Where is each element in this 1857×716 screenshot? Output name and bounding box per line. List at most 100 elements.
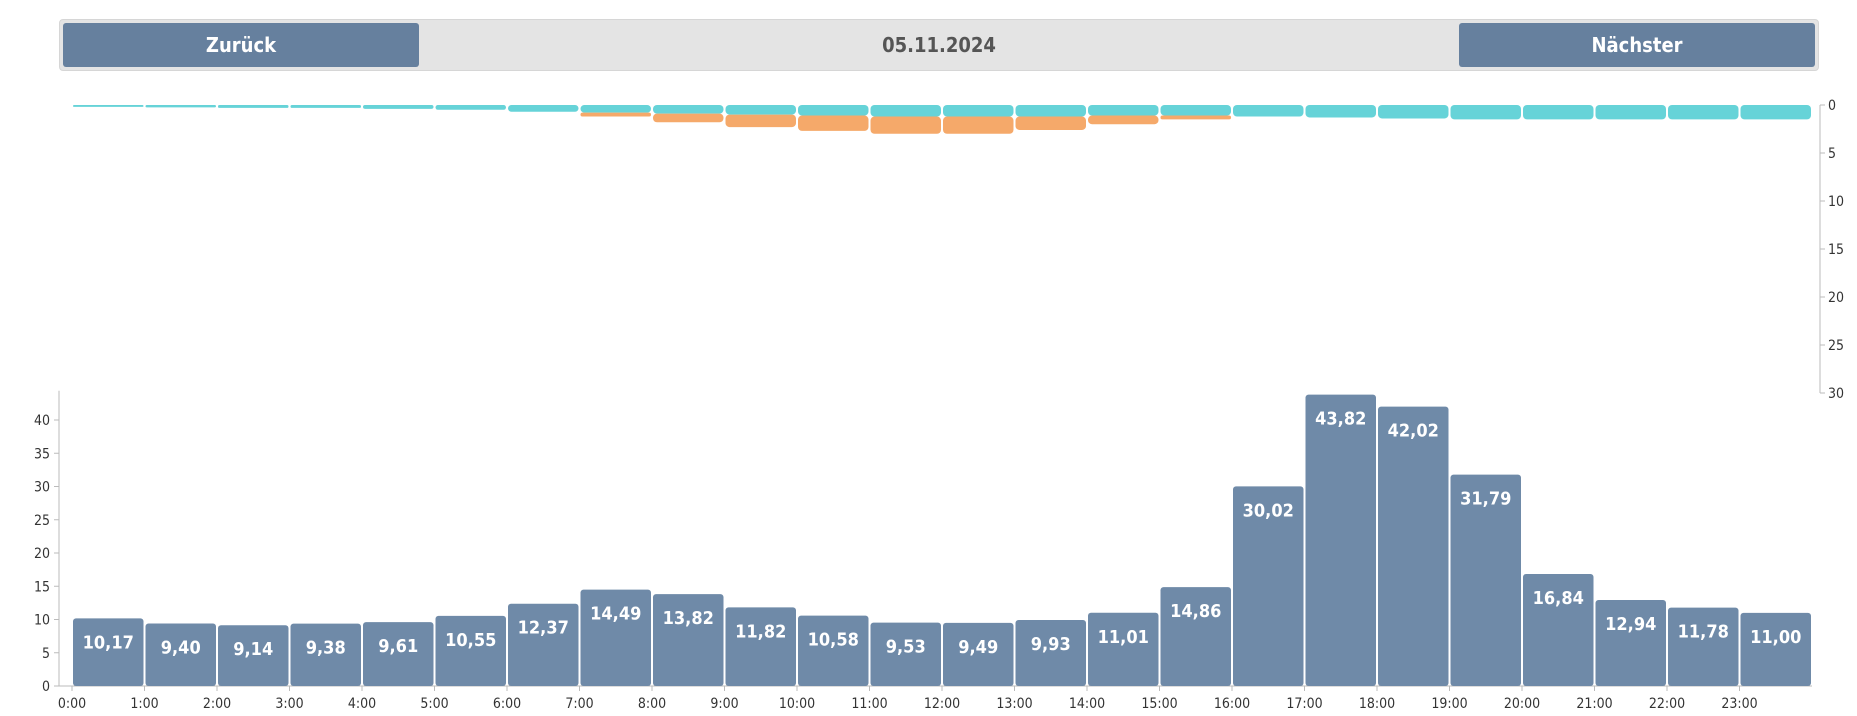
x-tick-label: 18:00 — [1359, 696, 1395, 712]
bar-value-label: 11,00 — [1750, 627, 1801, 648]
y-tick-label: 25 — [34, 513, 50, 529]
x-tick-label: 2:00 — [203, 696, 231, 712]
bar — [508, 603, 579, 686]
x-tick-label: 0:00 — [58, 696, 86, 712]
bar-value-label: 11,78 — [1678, 622, 1729, 643]
bar — [1160, 587, 1231, 686]
x-tick-label: 10:00 — [779, 696, 815, 712]
teal-bar — [218, 105, 289, 108]
y-tick-label: 40 — [34, 413, 50, 429]
y-tick-label: 15 — [34, 579, 50, 595]
bar — [435, 615, 506, 686]
y-tick-label: 5 — [42, 646, 50, 662]
bar-value-label: 11,01 — [1098, 627, 1149, 648]
x-tick-label: 20:00 — [1504, 696, 1540, 712]
y-tick-label: 10 — [34, 613, 50, 629]
orange-bar — [943, 116, 1014, 134]
teal-bar — [1668, 105, 1739, 120]
teal-bar — [145, 105, 216, 108]
bar — [1088, 612, 1159, 686]
next-button[interactable]: Nächster — [1459, 23, 1815, 67]
bar — [145, 623, 216, 686]
orange-bar — [725, 114, 796, 128]
x-tick-label: 16:00 — [1214, 696, 1250, 712]
bar — [1233, 486, 1304, 686]
date-navigation-bar: Zurück 05.11.2024 Nächster — [59, 19, 1819, 71]
bar-value-label: 10,55 — [445, 630, 496, 651]
teal-bar — [1015, 105, 1086, 117]
orange-bar — [580, 112, 651, 117]
teal-bar — [870, 105, 941, 117]
bar — [290, 623, 361, 686]
teal-bar — [1088, 105, 1159, 116]
right-y-tick-label: 15 — [1828, 242, 1844, 258]
orange-bar — [1088, 115, 1159, 125]
x-tick-label: 23:00 — [1721, 696, 1757, 712]
bar — [653, 594, 724, 686]
previous-button[interactable]: Zurück — [63, 23, 419, 67]
right-y-tick-label: 10 — [1828, 194, 1844, 210]
bar-value-label: 10,17 — [83, 632, 134, 653]
bar-value-label: 9,49 — [958, 637, 998, 658]
bar-value-label: 31,79 — [1460, 489, 1511, 510]
teal-bar — [1523, 105, 1594, 120]
right-y-tick-label: 5 — [1828, 146, 1836, 162]
x-tick-label: 13:00 — [996, 696, 1032, 712]
bar — [1450, 474, 1521, 686]
x-tick-label: 5:00 — [420, 696, 448, 712]
bar — [218, 625, 289, 686]
teal-bar — [1305, 105, 1376, 118]
bar — [870, 622, 941, 686]
bar — [1668, 607, 1739, 686]
teal-bar — [1160, 105, 1231, 116]
teal-bar — [653, 105, 724, 114]
bar — [1378, 406, 1449, 686]
y-tick-label: 30 — [34, 480, 50, 496]
x-tick-label: 6:00 — [493, 696, 521, 712]
bar — [1305, 394, 1376, 686]
x-tick-label: 22:00 — [1649, 696, 1685, 712]
y-tick-label: 35 — [34, 446, 50, 462]
bar-value-label: 14,86 — [1170, 601, 1221, 622]
current-date: 05.11.2024 — [882, 33, 996, 57]
teal-bar — [943, 105, 1014, 117]
teal-bar — [290, 105, 361, 108]
bar-value-label: 9,53 — [886, 637, 926, 658]
bar — [1595, 599, 1666, 686]
bar-value-label: 9,38 — [306, 638, 346, 659]
teal-bar — [798, 105, 869, 116]
bar — [798, 615, 869, 686]
x-tick-label: 11:00 — [851, 696, 887, 712]
bar — [725, 607, 796, 686]
x-tick-label: 9:00 — [710, 696, 738, 712]
orange-bar — [870, 116, 941, 134]
right-y-tick-label: 0 — [1828, 98, 1836, 114]
bar-value-label: 30,02 — [1243, 500, 1294, 521]
teal-bar — [1740, 105, 1811, 120]
bar-value-label: 13,82 — [663, 608, 714, 629]
orange-bar — [798, 115, 869, 131]
x-tick-label: 17:00 — [1286, 696, 1322, 712]
orange-bar — [653, 113, 724, 123]
x-tick-label: 1:00 — [130, 696, 158, 712]
y-tick-label: 20 — [34, 546, 50, 562]
teal-bar — [1378, 105, 1449, 119]
teal-bar — [1233, 105, 1304, 117]
x-tick-label: 21:00 — [1576, 696, 1612, 712]
teal-bar — [580, 105, 651, 113]
bar — [1523, 574, 1594, 686]
bar-value-label: 43,82 — [1315, 409, 1366, 430]
teal-bar — [435, 105, 506, 110]
bar-value-label: 9,93 — [1031, 634, 1071, 655]
bar — [73, 618, 144, 686]
x-tick-label: 12:00 — [924, 696, 960, 712]
bar-value-label: 14,49 — [590, 604, 641, 625]
x-tick-label: 8:00 — [638, 696, 666, 712]
y-tick-label: 0 — [42, 679, 50, 695]
bar-value-label: 12,94 — [1605, 614, 1656, 635]
bar-value-label: 42,02 — [1388, 421, 1439, 442]
bar-value-label: 9,40 — [161, 637, 201, 658]
x-tick-label: 19:00 — [1431, 696, 1467, 712]
right-y-tick-label: 30 — [1828, 386, 1844, 402]
